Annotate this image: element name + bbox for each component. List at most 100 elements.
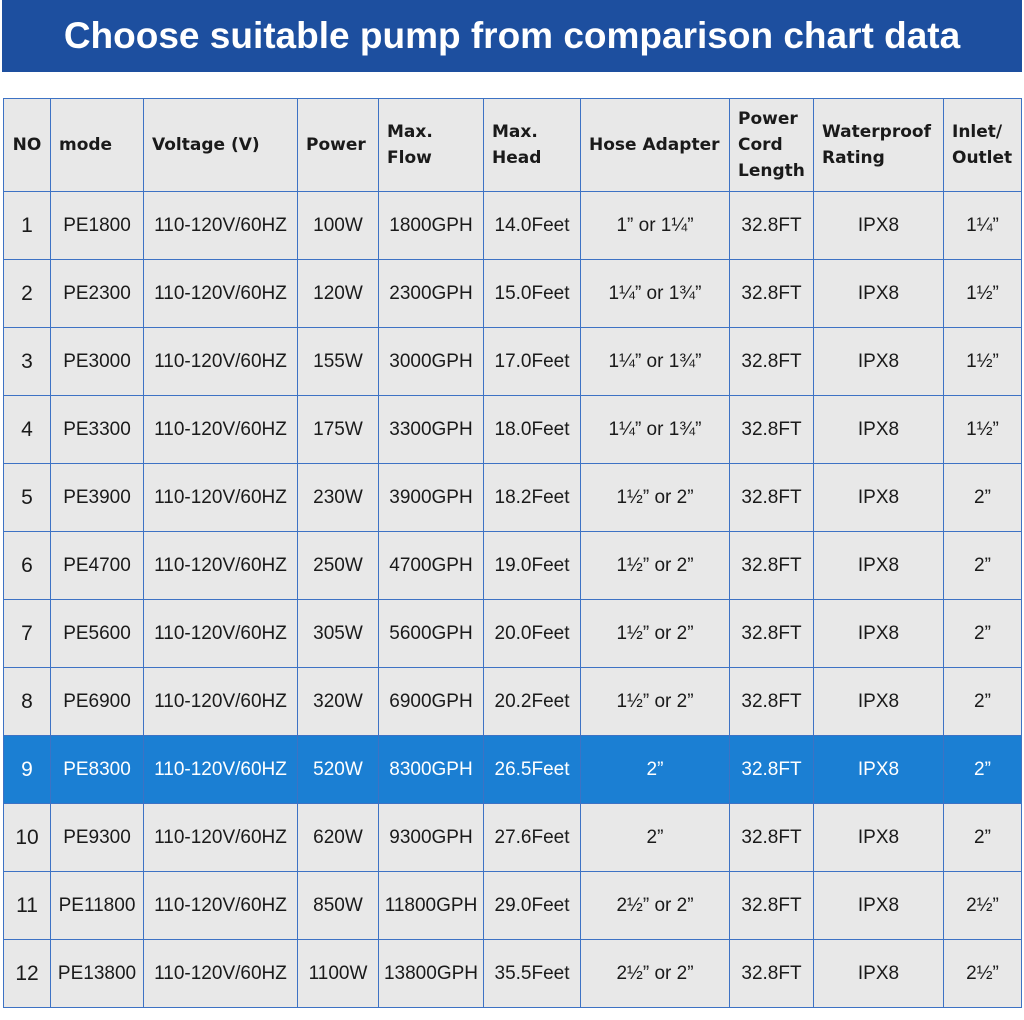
table-cell: 2” bbox=[943, 735, 1022, 804]
table-cell: 1100W bbox=[297, 939, 379, 1008]
table-cell: 1800GPH bbox=[378, 191, 484, 260]
table-cell: 11 bbox=[3, 871, 51, 940]
table-cell: 1½” bbox=[943, 259, 1022, 328]
table-cell: IPX8 bbox=[813, 259, 944, 328]
table-cell: 2” bbox=[943, 599, 1022, 668]
table-cell: 100W bbox=[297, 191, 379, 260]
table-cell: 11800GPH bbox=[378, 871, 484, 940]
table-cell: 9300GPH bbox=[378, 803, 484, 872]
table-cell: 2 bbox=[3, 259, 51, 328]
table-cell: 2” bbox=[943, 463, 1022, 532]
header-line: Power bbox=[738, 109, 798, 129]
table-cell: PE5600 bbox=[50, 599, 144, 668]
table-cell: 32.8FT bbox=[729, 871, 814, 940]
table-cell: 1½” or 2” bbox=[580, 531, 730, 600]
table-cell: 2½” or 2” bbox=[580, 939, 730, 1008]
table-cell: IPX8 bbox=[813, 463, 944, 532]
table-cell: 5600GPH bbox=[378, 599, 484, 668]
table-cell: 520W bbox=[297, 735, 379, 804]
table-cell: 9 bbox=[3, 735, 51, 804]
table-cell: IPX8 bbox=[813, 191, 944, 260]
header-line: Cord bbox=[738, 135, 783, 155]
table-cell: 6900GPH bbox=[378, 667, 484, 736]
table-cell: 110-120V/60HZ bbox=[143, 871, 298, 940]
table-cell: 17.0Feet bbox=[483, 327, 581, 396]
table-cell: PE3900 bbox=[50, 463, 144, 532]
table-cell: 6 bbox=[3, 531, 51, 600]
header-line: Length bbox=[738, 161, 805, 181]
table-cell: PE13800 bbox=[50, 939, 144, 1008]
header-line: NO bbox=[12, 135, 42, 155]
table-cell: 8 bbox=[3, 667, 51, 736]
table-cell: IPX8 bbox=[813, 327, 944, 396]
table-body: 1 PE1800 110-120V/60HZ 100W 1800GPH 14.0Feet 1… bbox=[3, 191, 1022, 1008]
table-cell: IPX8 bbox=[813, 531, 944, 600]
table-cell: 110-120V/60HZ bbox=[143, 259, 298, 328]
table-cell: 110-120V/60HZ bbox=[143, 531, 298, 600]
table-cell: PE4700 bbox=[50, 531, 144, 600]
table-cell: 1¼” or 1¾” bbox=[580, 395, 730, 464]
table-cell: 13800GPH bbox=[378, 939, 484, 1008]
table-cell: 110-120V/60HZ bbox=[143, 327, 298, 396]
table-cell: 32.8FT bbox=[729, 667, 814, 736]
table-cell: PE2300 bbox=[50, 259, 144, 328]
table-row: 5 PE3900 110-120V/60HZ 230W 3900GPH 18.2Feet 1… bbox=[3, 463, 1022, 532]
table-cell: IPX8 bbox=[813, 395, 944, 464]
table-cell: 110-120V/60HZ bbox=[143, 939, 298, 1008]
table-cell: 1” or 1¼” bbox=[580, 191, 730, 260]
header-line: Max. bbox=[492, 122, 538, 142]
table-cell: 32.8FT bbox=[729, 803, 814, 872]
header-row: NO mode Voltage (V) Power Max. Flow Max. Head Ho… bbox=[3, 98, 1022, 192]
table-cell: 27.6Feet bbox=[483, 803, 581, 872]
column-header: Max. Head bbox=[483, 98, 581, 192]
table-cell: 1 bbox=[3, 191, 51, 260]
table-cell: 1¼” bbox=[943, 191, 1022, 260]
table-cell: 110-120V/60HZ bbox=[143, 735, 298, 804]
table-cell: IPX8 bbox=[813, 667, 944, 736]
table-cell: 18.2Feet bbox=[483, 463, 581, 532]
table-row: 4 PE3300 110-120V/60HZ 175W 3300GPH 18.0Feet 1… bbox=[3, 395, 1022, 464]
table-cell: 32.8FT bbox=[729, 191, 814, 260]
table-row: 3 PE3000 110-120V/60HZ 155W 3000GPH 17.0Feet 1… bbox=[3, 327, 1022, 396]
table-cell: 2½” or 2” bbox=[580, 871, 730, 940]
table-cell: 110-120V/60HZ bbox=[143, 463, 298, 532]
table-row: 10 PE9300 110-120V/60HZ 620W 9300GPH 27.6Feet… bbox=[3, 803, 1022, 872]
table-cell: 1¼” or 1¾” bbox=[580, 259, 730, 328]
column-header: Power Cord Length bbox=[729, 98, 814, 192]
table-cell: 850W bbox=[297, 871, 379, 940]
table-cell: 3300GPH bbox=[378, 395, 484, 464]
table-cell: 2” bbox=[580, 735, 730, 804]
table-cell: 35.5Feet bbox=[483, 939, 581, 1008]
header-line: Voltage (V) bbox=[152, 135, 260, 155]
column-header: Waterproof Rating bbox=[813, 98, 944, 192]
table-cell: 1½” bbox=[943, 327, 1022, 396]
table-cell: 1½” or 2” bbox=[580, 667, 730, 736]
table-cell: 1½” or 2” bbox=[580, 599, 730, 668]
table-cell: 3000GPH bbox=[378, 327, 484, 396]
table-cell: 2” bbox=[943, 667, 1022, 736]
table-cell: 14.0Feet bbox=[483, 191, 581, 260]
table-cell: 2” bbox=[943, 803, 1022, 872]
table-cell: PE11800 bbox=[50, 871, 144, 940]
column-header: mode bbox=[50, 98, 144, 192]
table-cell: PE8300 bbox=[50, 735, 144, 804]
header-line: Power bbox=[306, 135, 366, 155]
column-header: NO bbox=[3, 98, 51, 192]
table-row: 6 PE4700 110-120V/60HZ 250W 4700GPH 19.0Feet 1… bbox=[3, 531, 1022, 600]
table-row: 12 PE13800 110-120V/60HZ 1100W 13800GPH 35.5F… bbox=[3, 939, 1022, 1008]
table-cell: 110-120V/60HZ bbox=[143, 803, 298, 872]
table-cell: 32.8FT bbox=[729, 735, 814, 804]
table-cell: IPX8 bbox=[813, 599, 944, 668]
table-cell: 4700GPH bbox=[378, 531, 484, 600]
header-line: Waterproof bbox=[822, 122, 931, 142]
table-cell: IPX8 bbox=[813, 803, 944, 872]
table-cell: 15.0Feet bbox=[483, 259, 581, 328]
table-cell: 4 bbox=[3, 395, 51, 464]
table-cell: 32.8FT bbox=[729, 463, 814, 532]
table-cell: 3900GPH bbox=[378, 463, 484, 532]
table-cell: 5 bbox=[3, 463, 51, 532]
table-cell: 32.8FT bbox=[729, 939, 814, 1008]
header-line: Inlet/ bbox=[952, 122, 1003, 142]
header-line: Hose Adapter bbox=[589, 135, 720, 155]
